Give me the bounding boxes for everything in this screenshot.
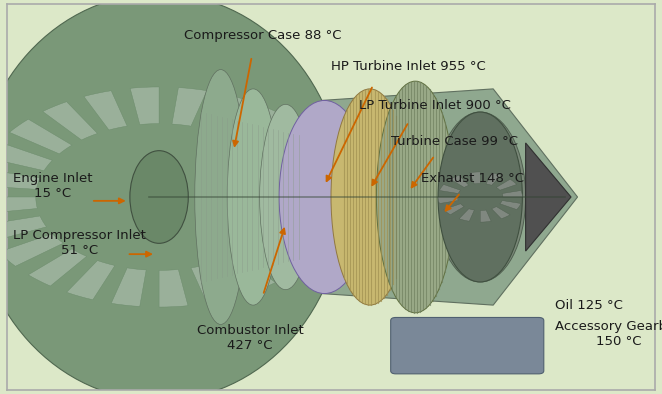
Wedge shape bbox=[0, 234, 64, 266]
Wedge shape bbox=[496, 179, 517, 190]
Wedge shape bbox=[0, 216, 46, 242]
Wedge shape bbox=[459, 209, 475, 221]
Polygon shape bbox=[526, 143, 571, 251]
Ellipse shape bbox=[435, 112, 526, 282]
Wedge shape bbox=[278, 204, 343, 225]
Wedge shape bbox=[266, 223, 332, 252]
Wedge shape bbox=[84, 91, 127, 130]
Wedge shape bbox=[203, 94, 252, 134]
Ellipse shape bbox=[331, 89, 409, 305]
Wedge shape bbox=[469, 172, 480, 184]
Text: Combustor Inlet
427 °C: Combustor Inlet 427 °C bbox=[197, 324, 303, 352]
Wedge shape bbox=[28, 249, 87, 286]
Ellipse shape bbox=[438, 112, 522, 282]
Text: HP Turbine Inlet 955 °C: HP Turbine Inlet 955 °C bbox=[332, 60, 486, 73]
Wedge shape bbox=[500, 201, 521, 210]
Wedge shape bbox=[67, 260, 115, 300]
Wedge shape bbox=[172, 87, 207, 126]
Wedge shape bbox=[220, 254, 275, 292]
Wedge shape bbox=[444, 204, 464, 215]
Wedge shape bbox=[450, 175, 469, 188]
Wedge shape bbox=[502, 191, 522, 197]
Wedge shape bbox=[281, 180, 344, 197]
Ellipse shape bbox=[0, 0, 344, 394]
Polygon shape bbox=[150, 89, 577, 305]
Wedge shape bbox=[255, 128, 319, 160]
Text: Turbine Case 99 °C: Turbine Case 99 °C bbox=[391, 135, 518, 148]
Wedge shape bbox=[271, 152, 338, 178]
Wedge shape bbox=[232, 108, 290, 145]
Wedge shape bbox=[246, 240, 308, 275]
Ellipse shape bbox=[195, 70, 247, 324]
Wedge shape bbox=[480, 210, 491, 222]
Ellipse shape bbox=[377, 81, 454, 313]
Ellipse shape bbox=[260, 104, 312, 290]
Wedge shape bbox=[440, 184, 461, 193]
Ellipse shape bbox=[130, 151, 188, 243]
Text: Oil 125 °C: Oil 125 °C bbox=[555, 299, 623, 312]
Wedge shape bbox=[130, 87, 159, 125]
Ellipse shape bbox=[279, 100, 370, 294]
Ellipse shape bbox=[227, 89, 279, 305]
Wedge shape bbox=[191, 264, 234, 303]
Wedge shape bbox=[438, 197, 458, 203]
Wedge shape bbox=[0, 169, 40, 190]
Text: Accessory Gearbox
150 °C: Accessory Gearbox 150 °C bbox=[555, 320, 662, 348]
Text: Compressor Case 88 °C: Compressor Case 88 °C bbox=[184, 29, 342, 42]
Text: Engine Inlet
15 °C: Engine Inlet 15 °C bbox=[13, 172, 93, 200]
Wedge shape bbox=[0, 142, 52, 171]
Wedge shape bbox=[0, 197, 37, 214]
FancyBboxPatch shape bbox=[391, 318, 544, 374]
Wedge shape bbox=[492, 206, 510, 219]
Text: LP Compressor Inlet
51 °C: LP Compressor Inlet 51 °C bbox=[13, 229, 146, 257]
Wedge shape bbox=[486, 173, 501, 185]
Wedge shape bbox=[43, 102, 97, 140]
Text: Exhaust 148 °C: Exhaust 148 °C bbox=[421, 172, 524, 185]
Wedge shape bbox=[111, 268, 146, 307]
Wedge shape bbox=[9, 119, 72, 154]
Text: LP Turbine Inlet 900 °C: LP Turbine Inlet 900 °C bbox=[359, 98, 511, 112]
Wedge shape bbox=[159, 269, 188, 307]
